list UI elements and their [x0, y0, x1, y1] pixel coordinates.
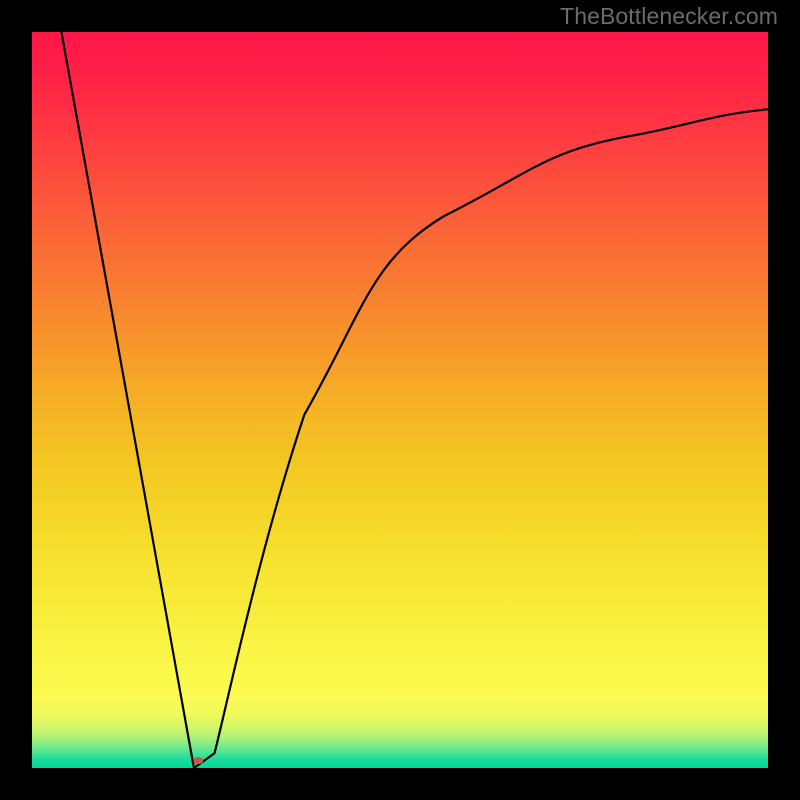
chart-stage: TheBottlenecker.com — [0, 0, 800, 800]
plot-area — [32, 32, 768, 768]
optimal-point-marker — [193, 757, 203, 764]
watermark-label: TheBottlenecker.com — [560, 3, 778, 30]
bottleneck-curve — [61, 32, 768, 768]
bottleneck-curve-layer — [32, 32, 768, 768]
